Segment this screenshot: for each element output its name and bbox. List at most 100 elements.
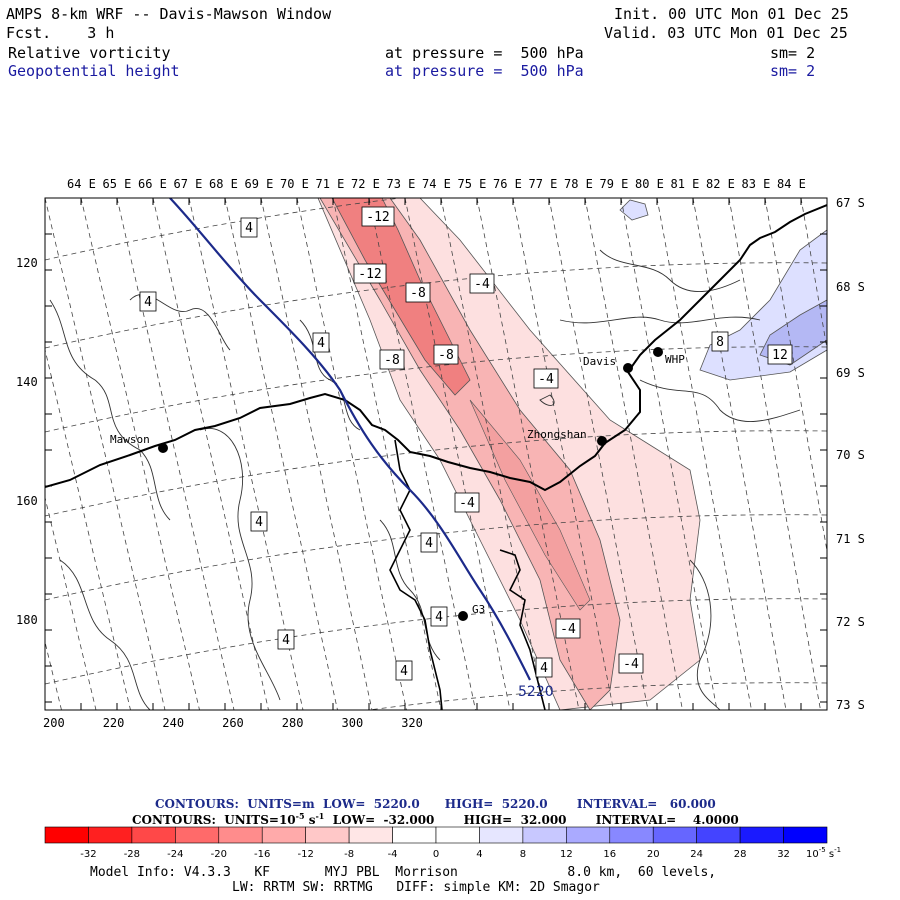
vorticity-label: 4 bbox=[245, 221, 253, 236]
field2-name: Geopotential height bbox=[8, 62, 180, 80]
longitude-label: 68 E bbox=[209, 177, 238, 191]
vorticity-label: -4 bbox=[538, 372, 554, 387]
vorticity-label-box bbox=[277, 629, 295, 650]
grid-x-label: 240 bbox=[162, 716, 184, 730]
vorticity-label: -12 bbox=[358, 267, 381, 282]
longitude-label: 75 E bbox=[458, 177, 487, 191]
colorbar-swatch bbox=[783, 826, 828, 844]
longitude-label: 72 E bbox=[351, 177, 380, 191]
station-dot-zhongshan bbox=[597, 436, 607, 446]
forecast-hour: 3 h bbox=[87, 24, 115, 42]
vorticity-label-box bbox=[240, 217, 258, 238]
colorbar-tick: 32 bbox=[777, 849, 790, 860]
meridian-line bbox=[548, 198, 649, 710]
vorticity-label-box bbox=[469, 273, 495, 294]
colorbar-tick: 20 bbox=[647, 849, 660, 860]
grid-x-label: 260 bbox=[222, 716, 244, 730]
station-label-g3: G3 bbox=[472, 603, 485, 616]
colorbar-tick: -24 bbox=[167, 849, 183, 860]
colorbar-unit-exp2: -1 bbox=[834, 846, 841, 854]
meridian-line bbox=[440, 198, 545, 710]
station-dot-whp bbox=[653, 347, 663, 357]
coastline bbox=[45, 204, 827, 492]
vorticity-info-exp: -5 bbox=[295, 811, 305, 821]
longitude-label: 79 E bbox=[600, 177, 629, 191]
colorbar-unit-s: s bbox=[826, 849, 834, 860]
meridian-line bbox=[332, 198, 442, 710]
colorbar-tick: -4 bbox=[388, 849, 398, 860]
longitude-label: 74 E bbox=[422, 177, 451, 191]
longitude-label: 81 E bbox=[671, 177, 700, 191]
vorticity-label-box bbox=[430, 606, 448, 627]
colorbar-swatch bbox=[88, 826, 133, 844]
field1-smoothing: sm= 2 bbox=[770, 44, 816, 62]
parallel-line bbox=[45, 430, 827, 517]
longitude-label: 67 E bbox=[174, 177, 203, 191]
vorticity-info-a: CONTOURS: UNITS=10 bbox=[132, 813, 296, 827]
longitude-labels: 64 E 65 E 66 E 67 E 68 E 69 E 70 E 71 E 72 E 73 E… bbox=[67, 177, 806, 191]
latitude-label: 72 S bbox=[836, 615, 865, 629]
longitude-label: 83 E bbox=[742, 177, 771, 191]
vorticity-label: -4 bbox=[459, 496, 475, 511]
valid-time: Valid. 03 UTC Mon 01 Dec 25 bbox=[604, 24, 848, 42]
latitude-label: 68 S bbox=[836, 280, 865, 294]
grid-y-labels: 120 140 160 180 bbox=[16, 256, 38, 627]
vorticity-label-box bbox=[555, 618, 581, 639]
field2-smoothing: sm= 2 bbox=[770, 62, 816, 80]
grid-x-label: 300 bbox=[342, 716, 364, 730]
meridian-line bbox=[873, 198, 900, 710]
longitude-label: 69 E bbox=[245, 177, 274, 191]
vorticity-label-box bbox=[139, 291, 157, 312]
colorbar-tick: -20 bbox=[211, 849, 227, 860]
colorbar-tick-labels: -32 -28 -24 -20 -16 -12 -8 -4 0 4 8 12 16 20 24 28 32 bbox=[80, 849, 790, 860]
colorbar-swatch bbox=[566, 826, 611, 844]
vorticity-label: 4 bbox=[540, 661, 548, 676]
meridian-line bbox=[45, 640, 62, 710]
meridian-line bbox=[584, 198, 683, 710]
vorticity-shade-strong-negative-2 bbox=[469, 399, 591, 611]
colorbar-tick: 24 bbox=[690, 849, 703, 860]
vorticity-value-labels: -12 -12 -8 -8 -8 -4 -4 -4 -4 -4 4 4 4 4 4 4 4 4 4 8 12 bbox=[139, 206, 793, 681]
meridian-line bbox=[80, 198, 200, 710]
meridian-line bbox=[45, 198, 166, 710]
vorticity-label: 4 bbox=[144, 295, 152, 310]
vorticity-label: -4 bbox=[560, 622, 576, 637]
vorticity-shade-weak-positive bbox=[699, 229, 827, 381]
colorbar-tick: -8 bbox=[344, 849, 354, 860]
longitude-label: 80 E bbox=[635, 177, 664, 191]
colorbar-tick: 0 bbox=[433, 849, 439, 860]
latitude-label: 70 S bbox=[836, 448, 865, 462]
longitude-label: 73 E bbox=[387, 177, 416, 191]
vorticity-label-box bbox=[250, 511, 268, 532]
colorbar-tick: 28 bbox=[734, 849, 747, 860]
colorbar-swatch bbox=[435, 826, 480, 844]
vorticity-info-c: LOW= -32.000 HIGH= 32.000 INTERVAL= 4.00… bbox=[324, 813, 739, 827]
colorbar-unit: 10-5 s-1 bbox=[806, 846, 841, 860]
vorticity-label-box bbox=[353, 263, 387, 284]
colorbar-tick: 8 bbox=[520, 849, 526, 860]
vorticity-shade-mid-negative bbox=[319, 198, 621, 710]
meridian-line bbox=[296, 198, 407, 710]
vorticity-label-box bbox=[618, 653, 644, 674]
grid-x-label: 220 bbox=[103, 716, 125, 730]
meridian-line bbox=[224, 198, 338, 710]
colorbar-swatch bbox=[392, 826, 437, 844]
station-label-zhongshan: Zhongshan bbox=[527, 428, 587, 441]
vorticity-label: 4 bbox=[317, 336, 325, 351]
colorbar bbox=[44, 826, 828, 844]
vorticity-info-exp2: -1 bbox=[315, 811, 325, 821]
vorticity-label-box bbox=[395, 660, 413, 681]
vorticity-label: 4 bbox=[435, 610, 443, 625]
colorbar-swatch bbox=[175, 826, 220, 844]
parallel-line bbox=[45, 262, 827, 349]
vorticity-label-box bbox=[535, 657, 553, 678]
meridian-line bbox=[152, 198, 269, 710]
meridian-line bbox=[728, 198, 821, 710]
meridian-line bbox=[404, 198, 511, 710]
grid-y-label: 160 bbox=[16, 494, 38, 508]
colorbar-swatch bbox=[348, 826, 393, 844]
grid-x-label: 280 bbox=[282, 716, 304, 730]
vorticity-label: -12 bbox=[366, 210, 389, 225]
field1-name: Relative vorticity bbox=[8, 44, 171, 62]
